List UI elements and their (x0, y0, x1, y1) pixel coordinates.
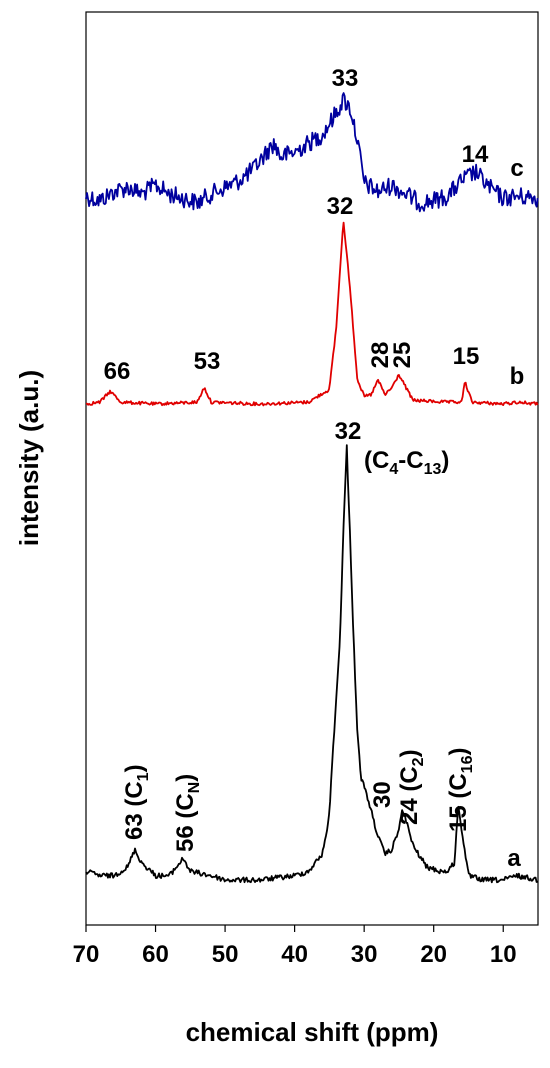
x-axis-title: chemical shift (ppm) (186, 1017, 439, 1047)
y-axis-title: intensity (a.u.) (14, 370, 44, 546)
peak-label-b-15: 15 (453, 343, 480, 370)
series-label-b: b (510, 363, 525, 390)
svg-text:63 (C1): 63 (C1) (121, 764, 152, 840)
peak-label-c-33: 33 (332, 65, 359, 92)
peak-label-b-32: 32 (327, 193, 354, 220)
x-tick-label-70: 70 (73, 941, 100, 968)
x-tick-label-60: 60 (142, 941, 169, 968)
spectrum-line-b (86, 221, 539, 407)
plot-frame (85, 11, 539, 926)
peak-label-a-30: 30 (369, 781, 396, 808)
svg-text:24 (C2): 24 (C2) (396, 749, 427, 825)
x-tick-label-40: 40 (281, 941, 308, 968)
peak-label-a-63: 63 (C1) (121, 764, 152, 840)
peak-label-a-32: 32 (335, 418, 362, 445)
peak-label-b-53: 53 (194, 348, 221, 375)
peak-label-a-56: 56 (CN) (172, 774, 203, 852)
peak-label-c-14: 14 (462, 141, 489, 168)
peak-label-a-24: 24 (C2) (396, 749, 427, 825)
series-label-a: a (507, 845, 521, 872)
spectrum-line-a (85, 444, 538, 884)
x-tick-label-50: 50 (212, 941, 239, 968)
svg-text:56 (CN): 56 (CN) (172, 774, 203, 852)
x-axis-ticks (85, 925, 504, 932)
x-tick-label-30: 30 (351, 941, 378, 968)
svg-text:15 (C16): 15 (C16) (445, 748, 476, 832)
peak-label-b-28: 28 (367, 342, 394, 369)
peak-label-b-66: 66 (104, 358, 131, 385)
x-axis-tick-labels: 70 60 50 40 30 20 10 (73, 941, 517, 968)
spectrum-line-c (85, 92, 539, 213)
series-label-c: c (510, 155, 523, 182)
peak-label-a-c4-c13: (C4-C13) (364, 447, 449, 478)
x-tick-label-10: 10 (490, 941, 517, 968)
peak-label-a-15: 15 (C16) (445, 748, 476, 832)
x-tick-label-20: 20 (420, 941, 447, 968)
spectra-lines (85, 92, 539, 884)
peak-label-b-25: 25 (389, 342, 416, 369)
